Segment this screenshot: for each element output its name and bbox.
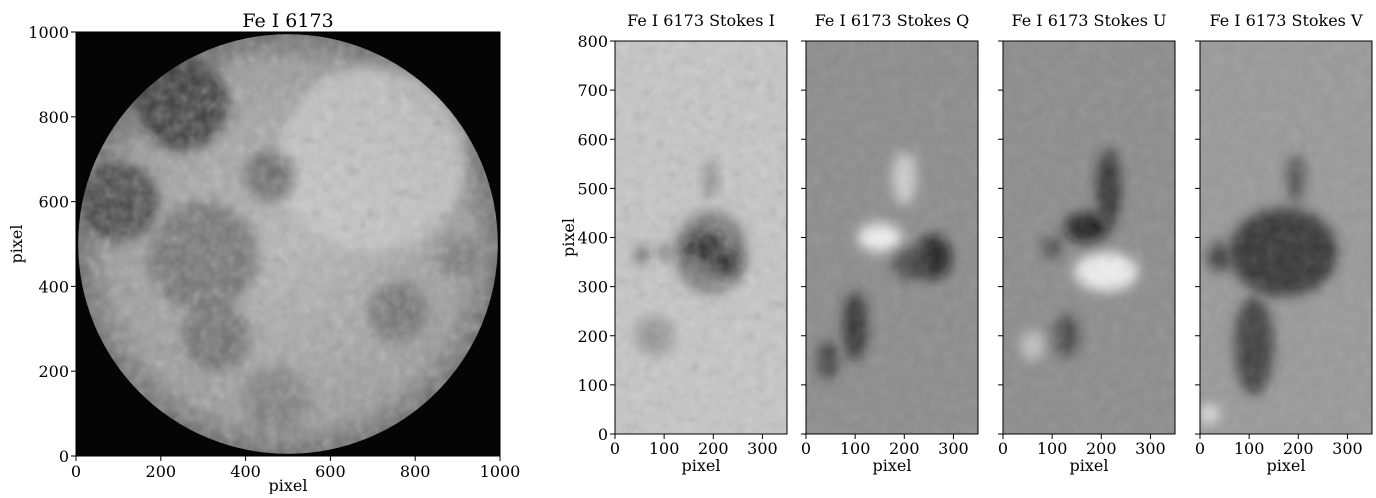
stokes-image	[615, 41, 787, 434]
panel-full-disk: Fe I 6173 0 200 400 600 800 1000 0 200 400 600 80…	[7, 10, 520, 495]
panel-stokes-q: Fe I 6173 Stokes Q 0 100 200 300 pixel	[801, 11, 979, 475]
y-tick-label: 800	[38, 108, 69, 127]
x-axis-label: pixel	[269, 476, 308, 494]
x-tick-label: 300	[747, 439, 778, 458]
x-tick-label: 200	[1283, 439, 1314, 458]
x-tick-label: 100	[1234, 439, 1265, 458]
panel-title: Fe I 6173 Stokes Q	[815, 11, 970, 30]
y-tick-label: 400	[577, 229, 608, 248]
x-tick-label: 1000	[480, 462, 521, 481]
y-tick-label: 100	[577, 376, 608, 395]
x-tick-label: 400	[230, 462, 261, 481]
panel-stokes-v: Fe I 6173 Stokes V 0 100 200 300 pixel	[1195, 11, 1373, 475]
x-tick-label: 100	[649, 439, 680, 458]
stokes-image	[1003, 41, 1175, 434]
plot-frame	[75, 31, 501, 457]
y-tick-label: 1000	[28, 23, 69, 42]
y-tick-label: 400	[38, 277, 69, 296]
panel-title: Fe I 6173	[242, 10, 333, 32]
full-disk-image	[76, 32, 500, 456]
x-tick-label: 200	[146, 462, 177, 481]
x-tick-label: 0	[71, 462, 81, 481]
y-tick-label: 0	[59, 447, 69, 466]
y-tick-label: 0	[598, 425, 608, 444]
x-tick-label: 300	[1135, 439, 1166, 458]
x-tick-label: 0	[998, 439, 1008, 458]
x-tick-label: 100	[840, 439, 871, 458]
x-tick-label: 200	[889, 439, 920, 458]
y-axis-label: pixel	[559, 218, 578, 257]
x-tick-label: 200	[698, 439, 729, 458]
x-tick-label: 800	[400, 462, 431, 481]
y-tick-label: 600	[577, 130, 608, 149]
y-tick-label: 200	[38, 362, 69, 381]
x-tick-label: 100	[1037, 439, 1068, 458]
x-axis-label: pixel	[1267, 456, 1306, 475]
x-axis-ticks: 0 200 400 600 800 1000	[71, 456, 520, 481]
y-tick-label: 700	[577, 81, 608, 100]
y-tick-label: 200	[577, 327, 608, 346]
y-tick-label: 300	[577, 278, 608, 297]
y-axis-label: pixel	[7, 225, 26, 264]
x-axis-label: pixel	[682, 456, 721, 475]
y-axis-ticks: 0 200 400 600 800 1000	[28, 23, 76, 466]
granulation-texture	[1003, 41, 1175, 434]
x-tick-label: 0	[801, 439, 811, 458]
stokes-image	[806, 41, 978, 434]
x-tick-label: 300	[938, 439, 969, 458]
x-tick-label: 600	[315, 462, 346, 481]
granulation-texture	[1200, 41, 1372, 434]
stokes-image	[1200, 41, 1372, 434]
x-tick-label: 200	[1086, 439, 1117, 458]
x-axis-label: pixel	[873, 456, 912, 475]
x-tick-label: 0	[1195, 439, 1205, 458]
granulation-texture	[78, 34, 498, 454]
panel-title: Fe I 6173 Stokes U	[1012, 11, 1167, 30]
panel-stokes-i: Fe I 6173 Stokes I 0 100 200 300 0 100 200 300 40…	[559, 11, 788, 475]
x-tick-label: 300	[1332, 439, 1363, 458]
panel-title: Fe I 6173 Stokes I	[627, 11, 775, 30]
x-axis-label: pixel	[1070, 456, 1109, 475]
y-tick-label: 600	[38, 193, 69, 212]
granulation-texture	[806, 41, 978, 434]
y-tick-label: 500	[577, 179, 608, 198]
granulation-texture	[615, 41, 787, 434]
x-tick-label: 0	[610, 439, 620, 458]
y-tick-label: 800	[577, 32, 608, 51]
panel-stokes-u: Fe I 6173 Stokes U 0 100 200 300 pixel	[998, 11, 1176, 475]
panel-title: Fe I 6173 Stokes V	[1209, 11, 1362, 30]
